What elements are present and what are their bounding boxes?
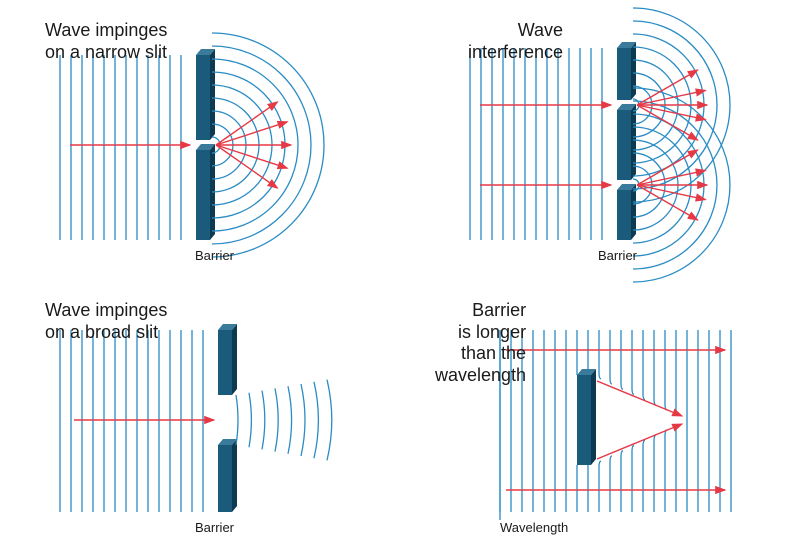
title-interference: Wave interference [468,20,563,63]
title-line: on a broad slit [45,322,167,344]
title-line: on a narrow slit [45,42,167,64]
title-line: wavelength [435,365,526,387]
title-long-barrier: Barrier is longer than the wavelength [435,300,526,386]
title-line: is longer [435,322,526,344]
panel-long-barrier [500,330,731,520]
wavelength-label: Wavelength [500,520,568,535]
panel-narrow-slit [60,33,324,257]
title-line: Wave [468,20,563,42]
title-line: interference [468,42,563,64]
title-line: Wave impinges [45,20,167,42]
title-line: than the [435,343,526,365]
barrier-label-narrow: Barrier [195,248,234,263]
barrier-label-broad: Barrier [195,520,234,535]
title-narrow-slit: Wave impinges on a narrow slit [45,20,167,63]
panel-broad-slit [60,324,332,512]
title-broad-slit: Wave impinges on a broad slit [45,300,167,343]
title-line: Barrier [435,300,526,322]
title-line: Wave impinges [45,300,167,322]
barrier-label-interference: Barrier [598,248,637,263]
